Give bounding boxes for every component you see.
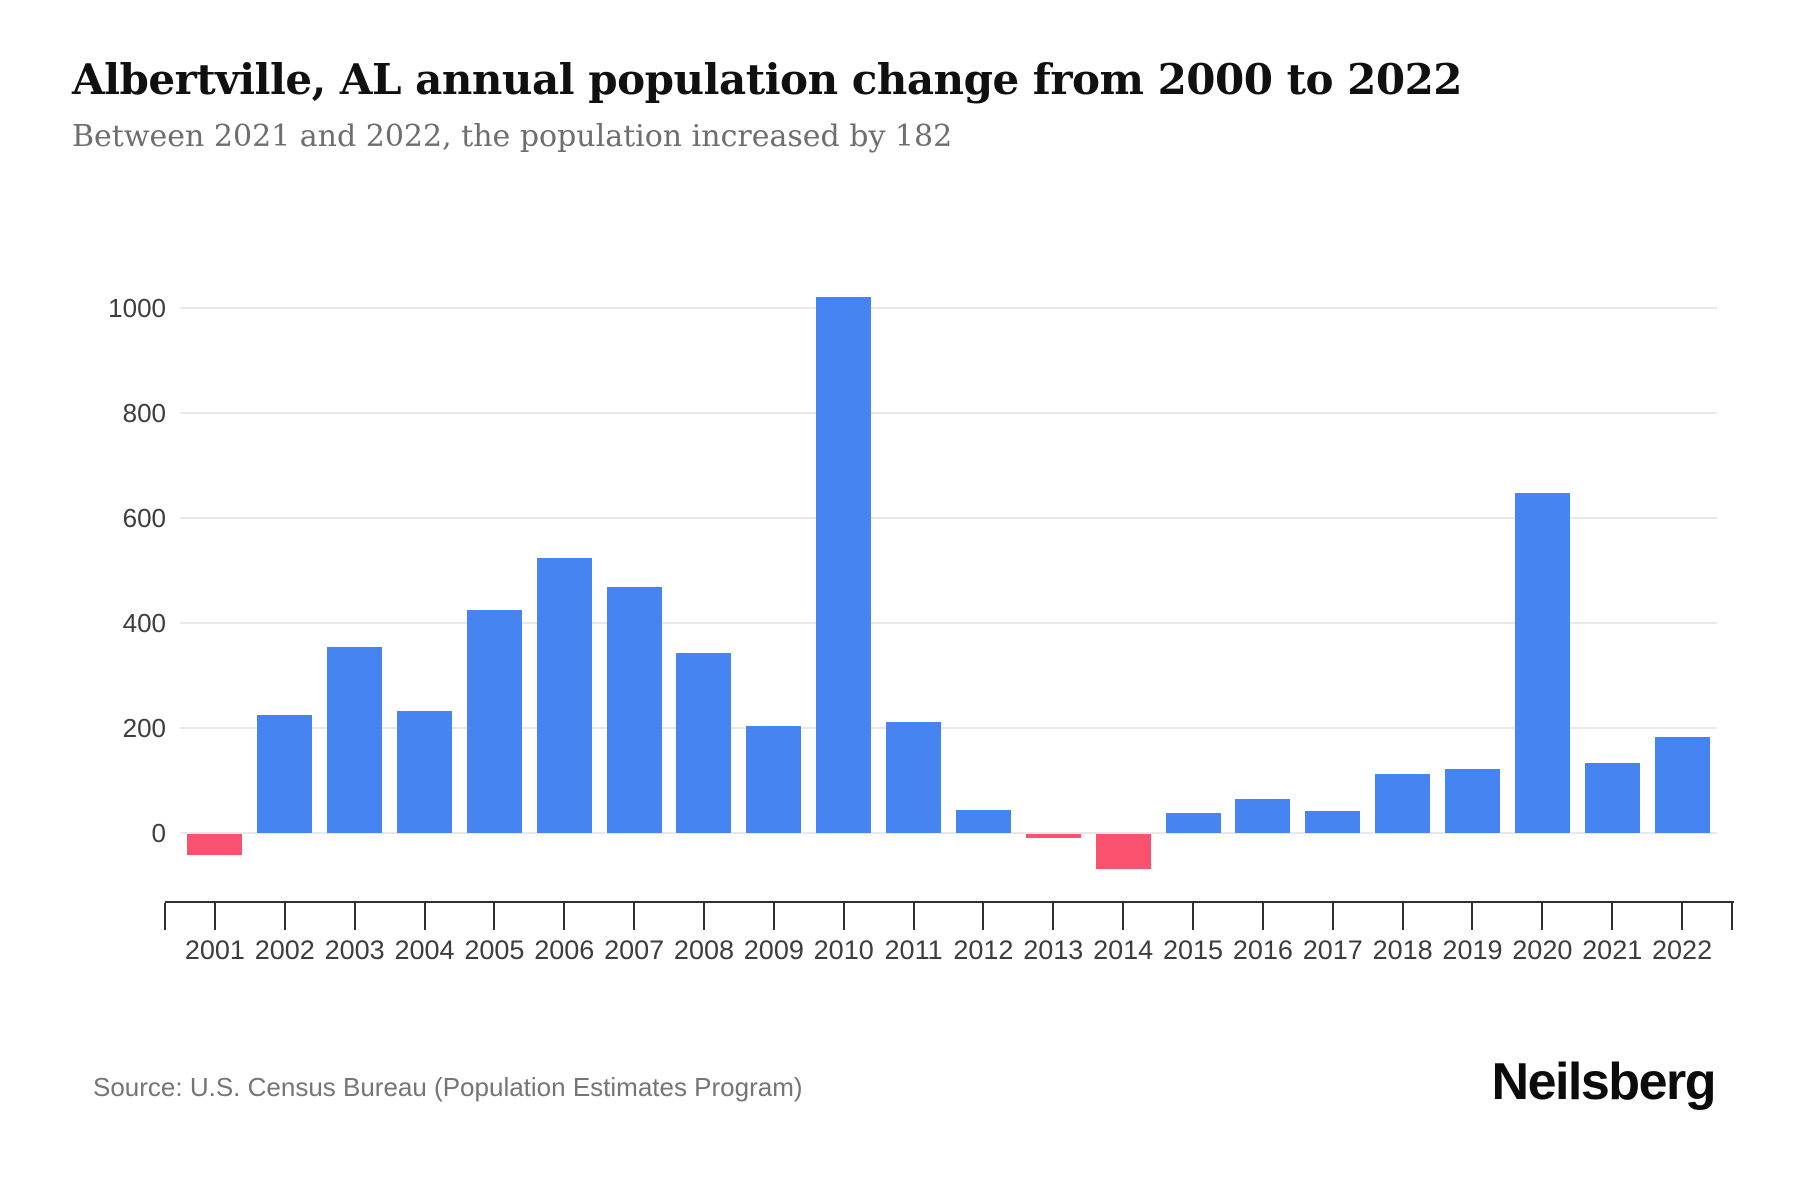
x-axis-line (165, 901, 1734, 903)
x-axis-tick-2014 (1122, 903, 1125, 930)
y-axis-label-600: 600 (122, 503, 166, 533)
x-axis-label-2006: 2006 (534, 935, 595, 965)
x-axis-tick-2004 (423, 903, 426, 930)
x-axis-tick-2016 (1261, 903, 1264, 930)
x-axis-tick-2019 (1471, 903, 1474, 930)
bar-2019[interactable] (1444, 769, 1500, 833)
bar-2017[interactable] (1305, 810, 1361, 833)
bar-2011[interactable] (886, 722, 942, 833)
x-axis-label-2021: 2021 (1582, 935, 1643, 965)
y-axis-label-0: 0 (151, 818, 166, 848)
x-axis-tick-2006 (563, 903, 566, 930)
y-axis-label-200: 200 (122, 713, 166, 743)
bar-2001[interactable] (187, 834, 243, 855)
bar-2005[interactable] (466, 609, 522, 833)
bar-2014[interactable] (1095, 834, 1151, 869)
x-axis-tick-2009 (772, 903, 775, 930)
y-axis-label-400: 400 (122, 608, 166, 638)
x-axis-tick-2015 (1192, 903, 1195, 930)
x-axis-label-2007: 2007 (604, 935, 665, 965)
x-axis-label-2003: 2003 (324, 935, 385, 965)
x-axis-label-2017: 2017 (1302, 935, 1363, 965)
bar-2020[interactable] (1514, 492, 1570, 833)
x-axis-tick-2013 (1052, 903, 1055, 930)
x-axis-label-2013: 2013 (1023, 935, 1084, 965)
brand-logo: Neilsberg (1491, 1053, 1717, 1111)
x-axis-end-tick (164, 903, 166, 930)
bar-2018[interactable] (1375, 773, 1431, 833)
x-axis-tick-2011 (912, 903, 915, 930)
bar-2016[interactable] (1235, 798, 1291, 833)
page-subtitle: Between 2021 and 2022, the population in… (72, 119, 953, 154)
x-axis-tick-2020 (1541, 903, 1544, 930)
x-axis-label-2018: 2018 (1372, 935, 1433, 965)
bar-2006[interactable] (536, 558, 592, 833)
x-axis-tick-2005 (493, 903, 496, 930)
x-axis-tick-2002 (283, 903, 286, 930)
x-axis-tick-2001 (213, 903, 216, 930)
x-axis-tick-2008 (702, 903, 705, 930)
gridline-600 (180, 517, 1717, 519)
bar-2009[interactable] (746, 725, 802, 833)
bar-2021[interactable] (1584, 763, 1640, 833)
x-axis-label-2015: 2015 (1162, 935, 1224, 965)
x-axis-label-2011: 2011 (884, 935, 943, 965)
gridline-200 (180, 727, 1717, 729)
x-axis-label-2022: 2022 (1652, 935, 1713, 965)
x-axis-tick-2012 (982, 903, 985, 930)
x-axis-end-tick (1731, 903, 1733, 930)
x-axis-label-2002: 2002 (254, 935, 315, 965)
y-axis-label-1000: 1000 (108, 293, 166, 323)
x-axis-tick-2003 (353, 903, 356, 930)
bar-2003[interactable] (327, 647, 383, 833)
bar-2004[interactable] (397, 710, 453, 833)
x-axis-label-2004: 2004 (394, 935, 455, 965)
x-axis-label-2001: 2001 (184, 935, 245, 965)
x-axis-label-2014: 2014 (1093, 935, 1154, 965)
bar-2008[interactable] (676, 652, 732, 833)
x-axis-label-2019: 2019 (1442, 935, 1503, 965)
gridline-0 (180, 832, 1717, 834)
x-axis-label-2016: 2016 (1232, 935, 1293, 965)
bar-2013[interactable] (1025, 834, 1081, 838)
x-axis-tick-2021 (1611, 903, 1614, 930)
x-axis-label-2009: 2009 (743, 935, 804, 965)
gridline-400 (180, 622, 1717, 624)
x-axis-label-2012: 2012 (953, 935, 1014, 965)
x-axis-tick-2017 (1331, 903, 1334, 930)
bar-chart-area: 0 200 400 600 800 1000 2001 2002 2003 2004 2005 200… (108, 293, 1734, 965)
x-axis-label-2005: 2005 (464, 935, 525, 965)
bar-2015[interactable] (1165, 813, 1221, 833)
page-title: Albertville, AL annual population change… (72, 55, 1463, 104)
bar-2010[interactable] (816, 296, 872, 833)
bar-2002[interactable] (257, 714, 313, 833)
bar-2012[interactable] (955, 809, 1011, 833)
x-axis-tick-2010 (842, 903, 845, 930)
x-axis-tick-2022 (1681, 903, 1684, 930)
x-axis-label-2008: 2008 (673, 935, 734, 965)
gridline-800 (180, 412, 1717, 414)
x-axis-tick-2018 (1401, 903, 1404, 930)
bar-2022[interactable] (1654, 737, 1710, 833)
source-text: Source: U.S. Census Bureau (Population E… (93, 1072, 803, 1102)
bar-2007[interactable] (606, 586, 662, 833)
x-axis-label-2010: 2010 (813, 935, 874, 965)
x-axis-label-2020: 2020 (1512, 935, 1573, 965)
x-axis-tick-2007 (633, 903, 636, 930)
y-axis-label-800: 800 (122, 398, 166, 428)
gridline-1000 (180, 307, 1717, 309)
